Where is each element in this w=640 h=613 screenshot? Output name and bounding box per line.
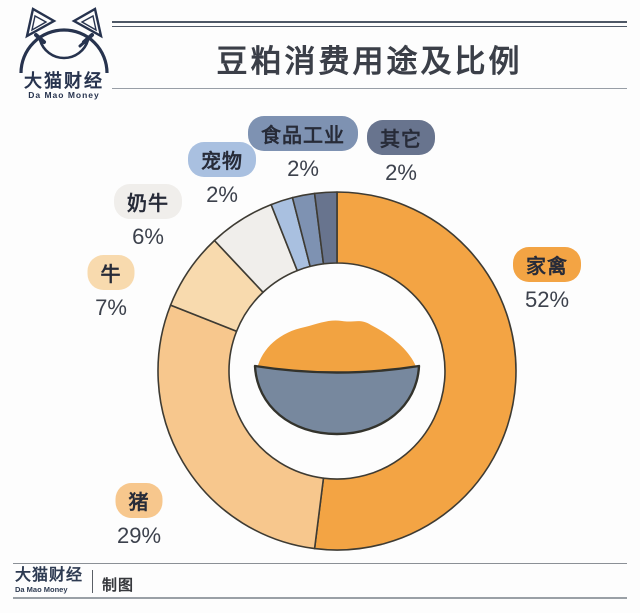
donut-chart-svg [157,191,517,551]
page-title: 豆粕消费用途及比例 [216,44,523,79]
bowl-of-soybean-meal-icon [253,320,421,436]
label-pet-badge: 宠物 [188,142,256,177]
label-pig-badge: 猪 [115,483,163,518]
cat-face-icon [19,7,109,74]
label-poultry: 家禽 52% [513,247,581,313]
donut-segment-6 [313,191,338,265]
label-food-industry-percent: 2% [287,156,319,181]
footer-top-rule [13,563,627,564]
header-double-rule [112,21,627,27]
label-other-badge: 其它 [367,120,435,155]
label-poultry-percent: 52% [524,287,570,312]
label-cattle: 牛 7% [87,255,135,321]
label-pig-percent: 29% [116,523,162,548]
label-dairy-cow-percent: 6% [132,224,164,249]
header-bottom-rule [112,88,627,89]
footer-brand: 大猫财经 Da Mao Money [15,568,89,594]
label-other-percent: 2% [385,160,417,185]
label-food-industry: 食品工业 2% [248,116,358,182]
label-other: 其它 2% [367,120,435,186]
footer-divider [92,570,93,593]
label-cattle-badge: 牛 [87,255,135,290]
footer-credit: 制图 [102,577,135,594]
footer-bottom-rule [13,597,627,599]
brand-name: 大猫财经 [24,71,104,91]
label-pet-percent: 2% [206,182,238,207]
label-dairy-cow: 奶牛 6% [114,184,182,250]
label-pig: 猪 29% [115,483,163,549]
footer-brand-name: 大猫财经 [15,567,84,584]
brand-logo: 大猫财经 Da Mao Money [12,6,116,100]
brand-name-en: Da Mao Money [28,89,100,100]
label-pet: 宠物 2% [188,142,256,208]
label-cattle-percent: 7% [95,295,127,320]
donut-segment-1 [157,304,325,550]
label-food-industry-badge: 食品工业 [248,116,358,151]
donut-segment-0 [313,191,517,551]
label-poultry-badge: 家禽 [513,247,581,282]
donut-chart [148,182,526,560]
footer-brand-name-en: Da Mao Money [15,585,68,594]
label-dairy-cow-badge: 奶牛 [114,184,182,219]
